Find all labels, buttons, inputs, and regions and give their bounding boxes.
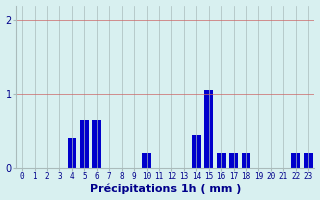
Bar [242,153,250,168]
Bar [217,153,226,168]
Bar [192,135,201,168]
Bar [204,90,213,168]
Bar [142,153,151,168]
Bar [304,153,313,168]
Bar [292,153,300,168]
Bar [229,153,238,168]
Bar [80,120,89,168]
Bar [92,120,101,168]
Bar [68,138,76,168]
X-axis label: Précipitations 1h ( mm ): Précipitations 1h ( mm ) [90,184,241,194]
